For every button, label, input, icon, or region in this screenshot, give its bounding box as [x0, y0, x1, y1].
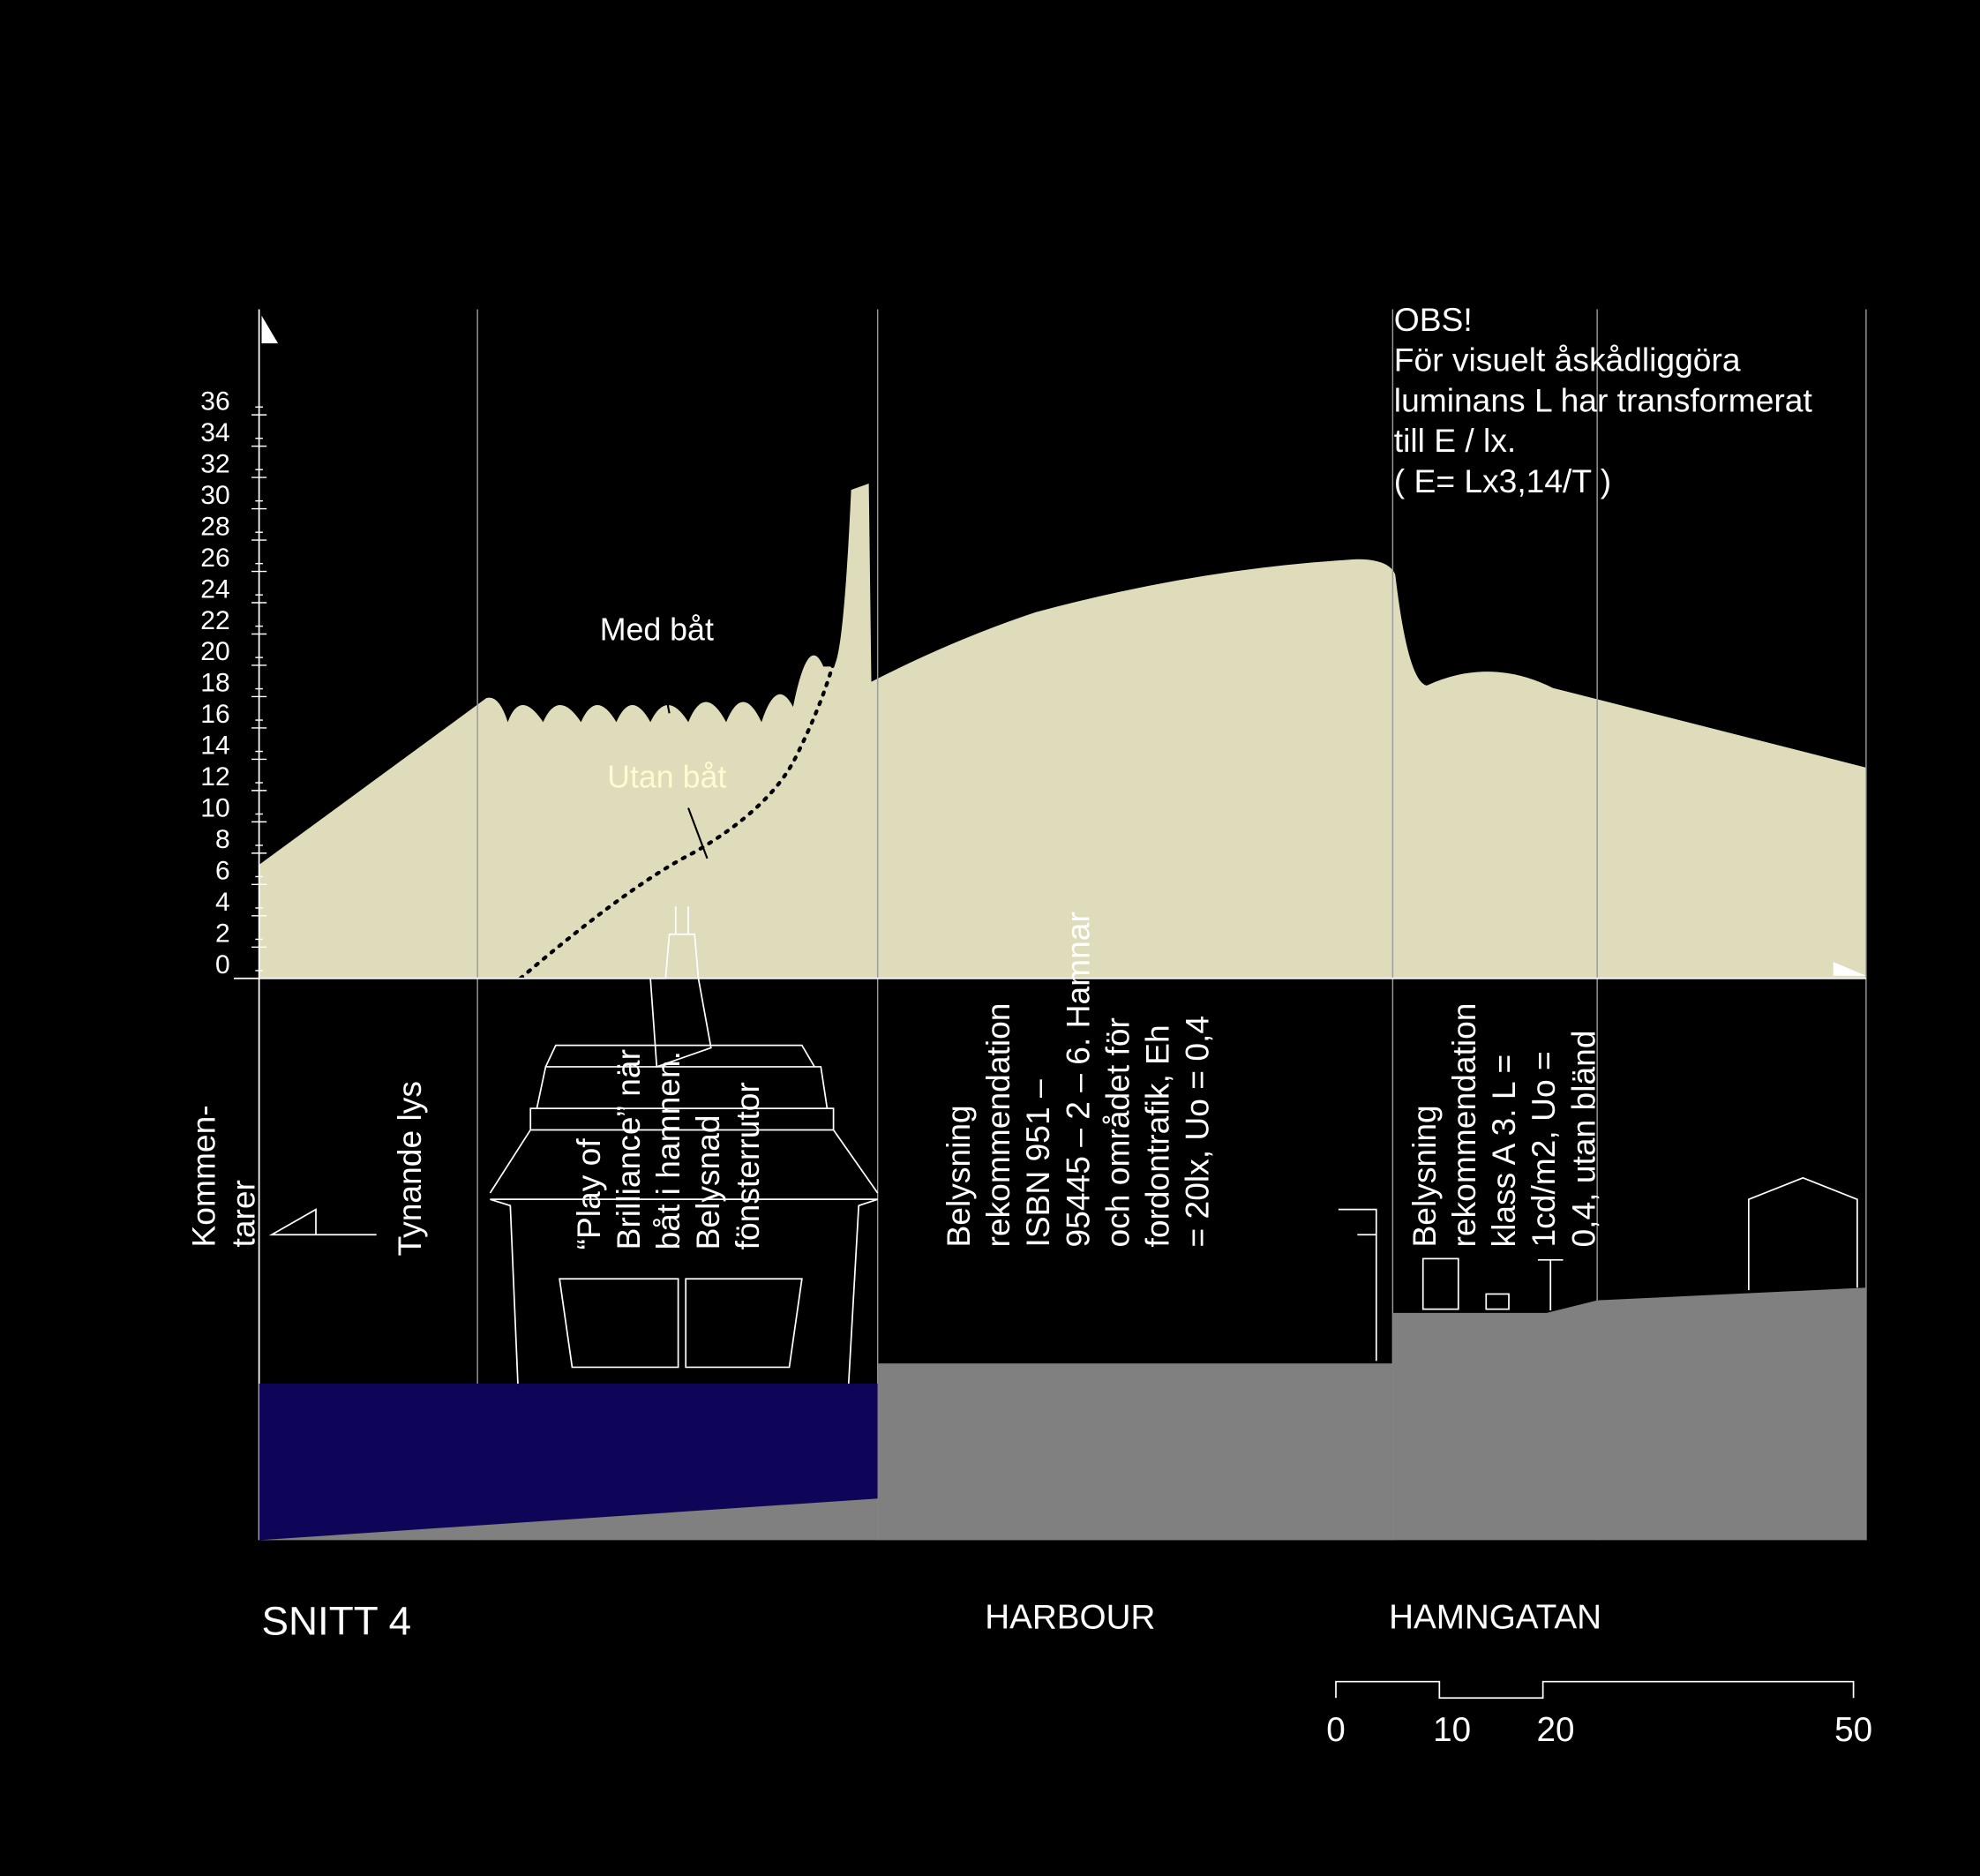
section-title: SNITT 4: [261, 1599, 411, 1644]
comment-line: ISBN 951 –: [1019, 1079, 1056, 1248]
curve-label: Med båt: [600, 612, 714, 647]
leader-line: [656, 646, 671, 714]
y-tick-label: 32: [200, 449, 229, 478]
water: [259, 1384, 878, 1541]
y-tick-label: 6: [215, 857, 230, 886]
comment-line: = 20lx, Uo = 0,4: [1179, 1016, 1216, 1248]
comment-line: tarer: [225, 1180, 262, 1247]
y-tick-label: 30: [200, 481, 229, 510]
comment-line: båt i hamnen.: [649, 1051, 686, 1249]
comment-line: Belysning: [940, 1105, 977, 1247]
street-details: [268, 1176, 1858, 1362]
illuminance-area: [259, 483, 1866, 979]
comment-line: klass A 3. L =: [1485, 1054, 1522, 1248]
scale-label: 10: [1433, 1711, 1471, 1749]
y-tick-label: 18: [200, 669, 229, 698]
y-tick-label: 10: [200, 794, 229, 823]
note-line: till E / lx.: [1394, 422, 1516, 459]
scale-label: 20: [1536, 1711, 1574, 1749]
comment-line: 0,4, utan bländ: [1564, 1030, 1601, 1247]
section-label: HAMNGATAN: [1389, 1599, 1601, 1637]
y-tick-label: 26: [200, 544, 229, 573]
y-tick-label: 4: [215, 888, 230, 917]
street: [1392, 1287, 1866, 1541]
y-tick-label: 16: [200, 700, 229, 729]
y-tick-label: 0: [215, 950, 230, 979]
y-tick-label: 24: [200, 574, 229, 604]
y-tick-label: 14: [200, 732, 229, 761]
y-tick-label: 34: [200, 418, 229, 447]
ship: [489, 906, 879, 1384]
comment-line: Belysnad: [689, 1114, 726, 1249]
y-tick-label: 22: [200, 606, 229, 635]
note-line: För visuelt åskådliggöra: [1394, 341, 1741, 379]
y-tick-label: 2: [215, 919, 230, 949]
y-tick-label: 36: [200, 386, 229, 416]
quay: [877, 1363, 1393, 1541]
axis-arrow: [1833, 962, 1866, 976]
note-line: ( E= Lx3,14/T ): [1394, 462, 1611, 499]
comment-line: Kommen-: [185, 1105, 222, 1247]
comment-line: rekommendation: [1445, 1003, 1482, 1248]
comment-line: och området för: [1099, 1017, 1136, 1247]
comment-line: Brilliance” när: [610, 1049, 647, 1249]
axis-arrow: [261, 315, 279, 344]
comment-line: rekommendation: [979, 1003, 1016, 1248]
section-label: HARBOUR: [985, 1599, 1155, 1637]
scale-bar: [1335, 1680, 1855, 1700]
scale-label: 0: [1326, 1711, 1345, 1749]
comment-line: 95445 – 2 – 6. Hamnar: [1059, 912, 1096, 1247]
y-tick-label: 12: [200, 762, 229, 792]
comment-line: fönsterrutor: [729, 1082, 766, 1249]
leader-line: [687, 807, 709, 859]
y-tick-label: 8: [215, 825, 230, 854]
comment-line: “Play of: [570, 1138, 607, 1250]
comment-line: Tynande lys: [391, 1081, 428, 1256]
scale-label: 50: [1834, 1711, 1872, 1749]
comment-line: fordontrafik, Eh: [1138, 1024, 1175, 1247]
comment-line: 1cd/m2, Uo =: [1525, 1051, 1562, 1247]
curve-label: Utan båt: [607, 760, 726, 795]
comment-line: Belysning: [1406, 1105, 1443, 1247]
note-line: luminans L har transformerat: [1394, 381, 1813, 418]
note-line: OBS!: [1394, 301, 1473, 338]
without-boat-curve: [518, 660, 836, 980]
y-tick-label: 20: [200, 637, 229, 666]
y-tick-label: 28: [200, 512, 229, 541]
